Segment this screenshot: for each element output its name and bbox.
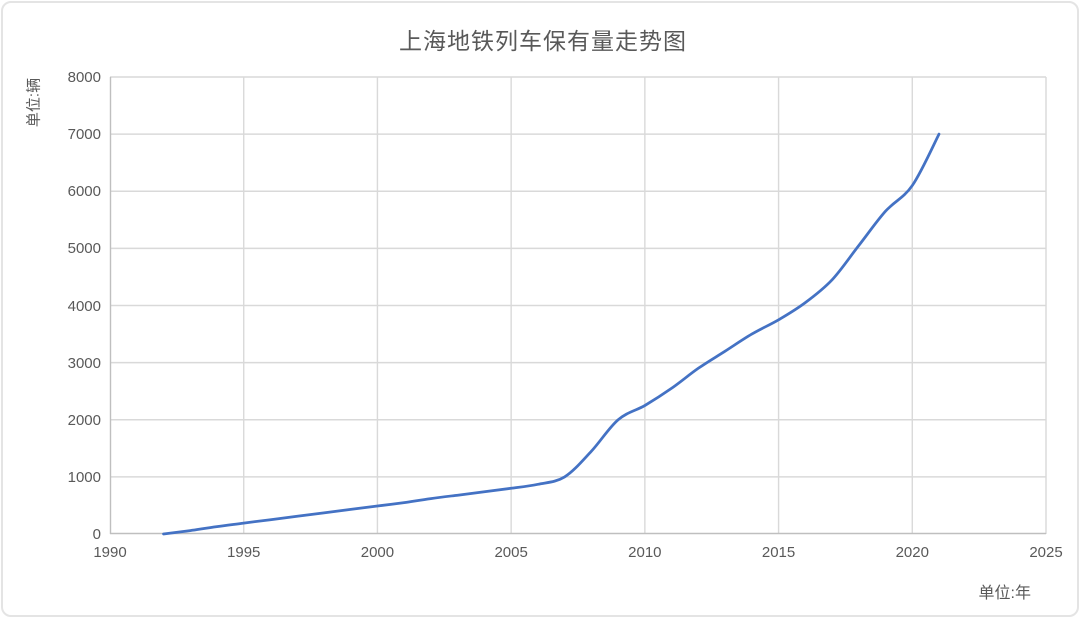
x-tick-label: 2025 [1029,544,1063,561]
x-tick-label: 2010 [628,544,662,561]
y-tick-label: 0 [92,526,101,543]
x-axis-unit-label: 单位:年 [978,585,1031,602]
y-tick-label: 8000 [67,69,101,86]
x-tick-label: 1995 [227,544,261,561]
line-chart [109,76,1047,536]
x-tick-label: 2020 [895,544,929,561]
y-tick-label: 7000 [67,126,101,144]
y-tick-label: 2000 [67,411,101,429]
x-tick-label: 2005 [494,544,528,561]
y-tick-label: 4000 [67,297,101,315]
x-tick-label: 2015 [761,544,796,561]
x-tick-label: 2000 [360,544,395,561]
chart-title: 上海地铁列车保有量走势图 [399,28,687,54]
y-tick-label: 6000 [67,183,101,201]
data-series-line [162,132,941,536]
x-tick-label: 1990 [93,544,127,561]
y-tick-label: 3000 [67,354,101,372]
y-tick-label: 1000 [67,468,101,486]
y-tick-label: 5000 [67,240,101,258]
